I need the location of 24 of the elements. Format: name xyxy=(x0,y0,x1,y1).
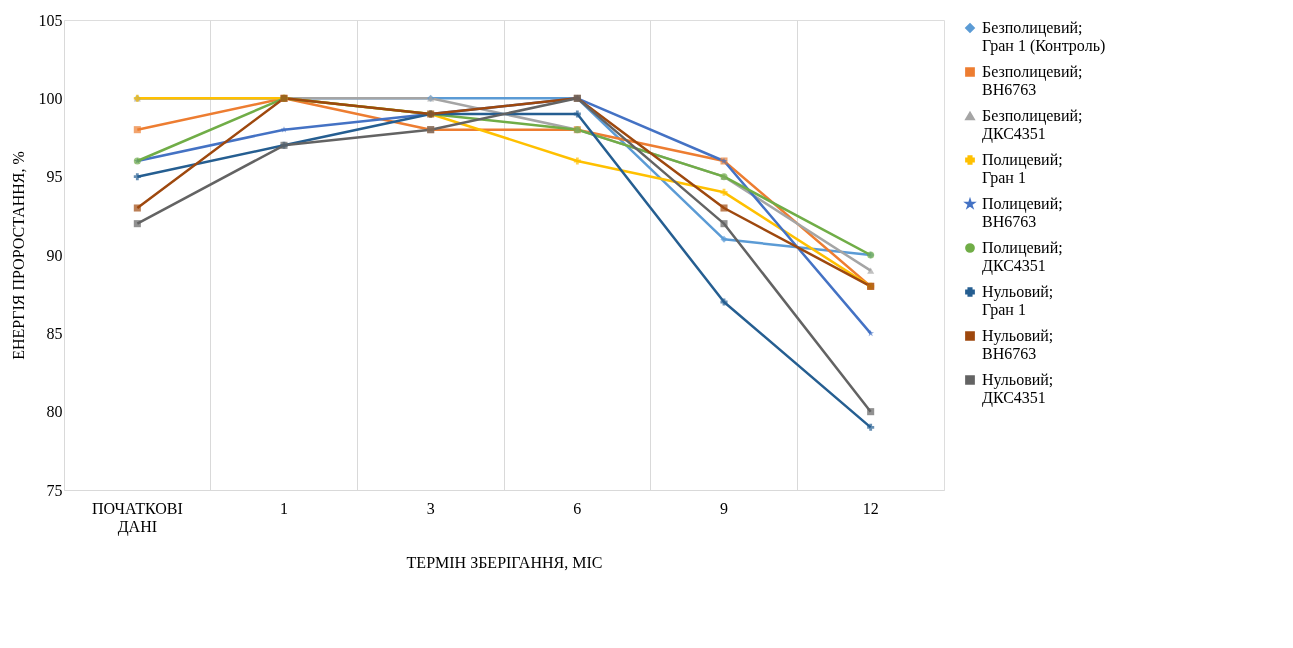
y-axis-title: ЕНЕРГІЯ ПРОРОСТАННЯ, % xyxy=(9,151,27,360)
legend-label: Нульовий; Гран 1 xyxy=(982,283,1054,319)
legend-label: Безполицевий; Гран 1 (Контроль) xyxy=(982,19,1106,55)
y-tick-label: 95 xyxy=(46,168,63,186)
legend-label: Нульовий; ДКС4351 xyxy=(982,371,1054,407)
x-axis-title: ТЕРМІН ЗБЕРІГАННЯ, МІС xyxy=(406,553,603,571)
x-tick-label: 3 xyxy=(426,499,435,517)
legend-label: Полицевий; ДКС4351 xyxy=(982,239,1063,275)
y-tick-label: 80 xyxy=(46,403,63,421)
x-tick-label: 1 xyxy=(280,499,288,517)
x-tick-label: ПОЧАТКОВІ ДАНІ xyxy=(91,499,183,536)
legend-label: Нульовий; ВН6763 xyxy=(982,327,1054,362)
legend-label: Безполицевий; ВН6763 xyxy=(982,63,1083,98)
x-tick-label: 12 xyxy=(862,499,879,517)
y-tick-label: 105 xyxy=(38,11,63,29)
legend-label: Полицевий; ВН6763 xyxy=(982,195,1063,230)
legend-label: Безполицевий; ДКС4351 xyxy=(982,107,1083,143)
y-tick-label: 100 xyxy=(38,89,63,107)
y-tick-label: 85 xyxy=(46,324,63,342)
x-tick-label: 9 xyxy=(720,499,728,517)
x-tick-label: 6 xyxy=(573,499,582,517)
y-tick-label: 75 xyxy=(46,481,63,499)
legend-label: Полицевий; Гран 1 xyxy=(982,151,1063,187)
y-tick-label: 90 xyxy=(46,246,63,264)
